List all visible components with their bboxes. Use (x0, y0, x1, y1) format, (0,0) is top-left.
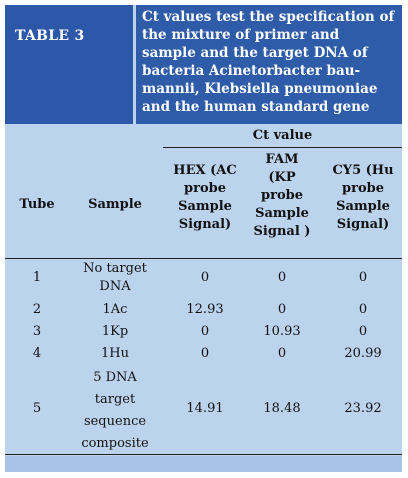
row-4-hex: 0 (200, 346, 210, 361)
table-footer-band (5, 456, 402, 472)
row-3-cy5: 0 (358, 324, 368, 339)
column-header-hex: HEX (AC probe Sample Signal) (173, 163, 237, 232)
row-2-tube: 2 (32, 302, 42, 317)
row-5-tube: 5 (32, 401, 42, 416)
row-3-fam: 10.93 (263, 324, 301, 339)
table-label-cell: TABLE 3 (5, 5, 133, 124)
table-header: TABLE 3 Ct values test the specification… (5, 5, 402, 124)
row-4-sample: 1Hu (101, 346, 129, 361)
ct-value-group-header: Ct value (252, 128, 313, 143)
column-header-sample: Sample (88, 197, 142, 212)
row-1-cy5: 0 (358, 270, 368, 285)
row-1-hex: 0 (200, 270, 210, 285)
column-header-tube: Tube (19, 197, 55, 212)
row-5-fam: 18.48 (263, 401, 301, 416)
bottom-rule (5, 454, 402, 455)
row-2-sample: 1Ac (102, 302, 128, 317)
table-label: TABLE 3 (15, 28, 85, 44)
table-title: Ct values test the specification of the … (142, 9, 395, 115)
row-3-tube: 3 (32, 324, 42, 339)
row-1-sample: No target DNA (83, 261, 147, 294)
row-2-hex: 12.93 (186, 302, 224, 317)
group-underline (163, 147, 402, 148)
row-1-tube: 1 (32, 270, 42, 285)
row-4-cy5: 20.99 (344, 346, 382, 361)
row-2-cy5: 0 (358, 302, 368, 317)
row-5-sample: 5 DNA target sequence composite (81, 370, 149, 451)
row-5-hex: 14.91 (186, 401, 224, 416)
table-frame: TABLE 3 Ct values test the specification… (5, 5, 402, 472)
row-4-fam: 0 (277, 346, 287, 361)
header-rule (5, 258, 402, 259)
row-5-cy5: 23.92 (344, 401, 382, 416)
row-3-sample: 1Kp (101, 324, 129, 339)
row-4-tube: 4 (32, 346, 42, 361)
column-header-cy5: CY5 (Hu probe Sample Signal) (332, 163, 394, 232)
table-title-cell: Ct values test the specification of the … (136, 5, 402, 124)
row-1-fam: 0 (277, 270, 287, 285)
row-2-fam: 0 (277, 302, 287, 317)
row-3-hex: 0 (200, 324, 210, 339)
column-header-fam: FAM (KP probe Sample Signal ) (253, 152, 311, 239)
